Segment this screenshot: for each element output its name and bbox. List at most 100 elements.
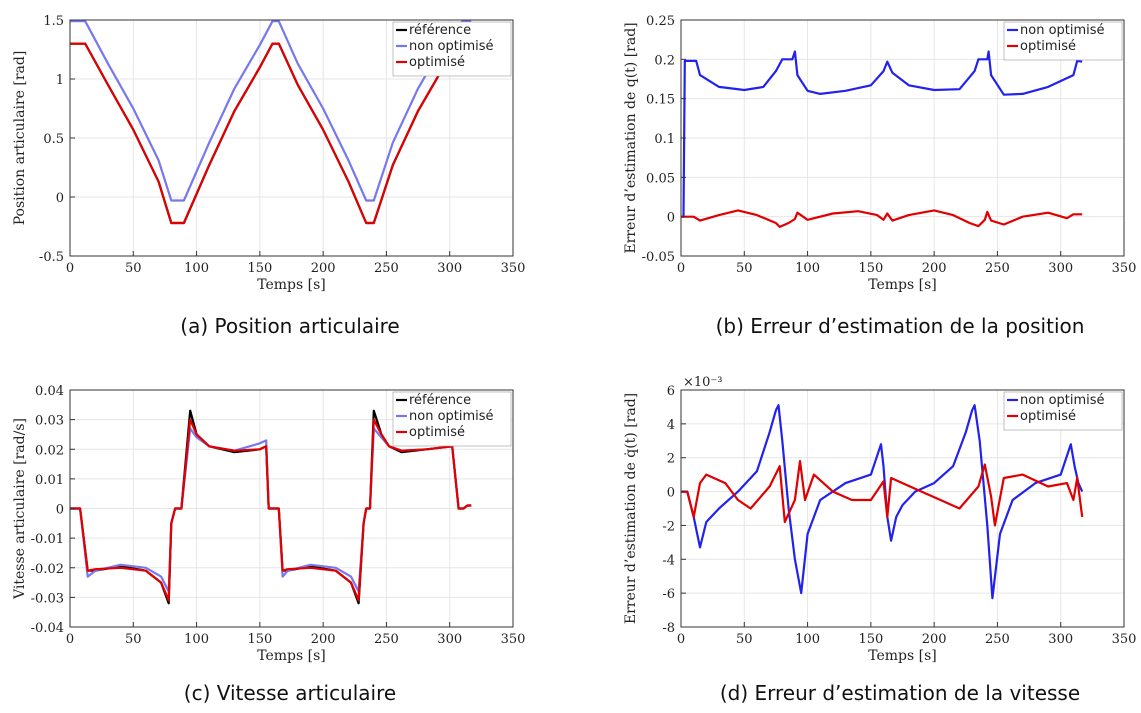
x-tick-label: 50 (125, 261, 142, 276)
y-tick-label: -0.02 (31, 562, 64, 577)
legend-entry: non optimisé (409, 39, 494, 54)
x-tick-label: 150 (247, 632, 272, 647)
legend-entry: non optimisé (409, 409, 494, 424)
figure-caption: (b) Erreur d’estimation de la position (716, 314, 1085, 338)
figure-caption: (a) Position articulaire (180, 314, 399, 338)
y-tick-label: 0 (667, 486, 675, 501)
series-line-optimisé (70, 42, 472, 225)
legend-box (1003, 21, 1123, 61)
y-tick-label: 0.1 (654, 132, 675, 147)
figure-caption: (c) Vitesse articulaire (184, 681, 396, 705)
y-tick-label: -0.01 (31, 532, 64, 547)
x-tick-label: 150 (858, 261, 883, 276)
x-tick-label: 100 (184, 632, 209, 647)
series-line-optimisé (681, 209, 1083, 228)
chart-panel-d: 0 50 100 150 200 250 300 350 -8 -6 -4 -2 0 2 4 6 Temps [… (623, 375, 1136, 705)
series-group (70, 409, 472, 605)
y-axis-label: Erreur d’estimation de q(t) [rad] (623, 22, 639, 253)
y-tick-label: 0.03 (35, 414, 64, 429)
x-tick-label: 300 (437, 261, 462, 276)
x-tick-label: 200 (922, 632, 947, 647)
y-tick-label: -0.03 (31, 591, 64, 606)
figure-caption: (d) Erreur d’estimation de la vitesse (720, 681, 1080, 705)
series-line-non-optimisé (681, 50, 1083, 218)
y-tick-label: -6 (662, 587, 675, 602)
y-tick-label: 0.2 (654, 53, 675, 68)
legend-box (392, 391, 512, 447)
legend-box (392, 21, 512, 77)
y-tick-label: 0.25 (646, 14, 675, 29)
y-tick-label: -4 (662, 553, 675, 568)
x-tick-label: 150 (858, 632, 883, 647)
x-tick-label: 200 (311, 261, 336, 276)
y-multiplier: ×10⁻³ (683, 375, 723, 390)
y-axis-label: Position articulaire [rad] (12, 51, 28, 226)
legend-entry: référence (409, 393, 471, 408)
y-tick-label: -0.05 (642, 250, 675, 265)
y-tick-label: 0 (667, 211, 675, 226)
x-tick-label: 350 (1112, 632, 1137, 647)
series-group (70, 20, 472, 225)
x-tick-label: 0 (677, 632, 685, 647)
x-tick-label: 0 (66, 261, 74, 276)
x-axis-label: Temps [s] (868, 277, 937, 293)
x-tick-label: 250 (985, 632, 1010, 647)
x-tick-label: 200 (311, 632, 336, 647)
series-line-optimisé (681, 460, 1084, 527)
x-tick-label: 350 (501, 261, 526, 276)
series-line-non-optimisé (70, 20, 472, 202)
legend-box (1003, 391, 1123, 431)
y-tick-label: 0 (56, 503, 64, 518)
y-tick-label: 1 (56, 73, 64, 88)
x-tick-label: 300 (1048, 261, 1073, 276)
y-tick-label: 2 (667, 452, 675, 467)
x-tick-label: 350 (501, 632, 526, 647)
legend-entry: non optimisé (1020, 393, 1105, 408)
x-tick-label: 50 (125, 632, 142, 647)
series-group (681, 50, 1083, 228)
x-tick-label: 100 (795, 632, 820, 647)
y-tick-label: 0.5 (43, 132, 64, 147)
x-tick-label: 150 (247, 261, 272, 276)
series-line-optimisé (70, 418, 472, 602)
x-tick-label: 50 (736, 632, 753, 647)
chart-panel-c: 0 50 100 150 200 250 300 350 -0.04 -0.03 -0.02 -0.0… (12, 384, 525, 705)
chart-panel-b: 0 50 100 150 200 250 300 350-0.0500.050.10.150.… (623, 14, 1136, 338)
legend-entry: optimisé (409, 55, 465, 70)
axes-frame (680, 389, 1125, 628)
legend-entry: non optimisé (1020, 23, 1105, 38)
y-tick-label: 0.02 (35, 443, 64, 458)
y-tick-label: -2 (662, 519, 675, 534)
y-tick-label: 1.5 (43, 14, 64, 29)
legend-entry: référence (409, 23, 471, 38)
x-tick-label: 350 (1112, 261, 1137, 276)
legend-entry: optimisé (1020, 409, 1076, 424)
x-tick-label: 300 (1048, 632, 1073, 647)
x-tick-label: 0 (66, 632, 74, 647)
x-tick-label: 200 (922, 261, 947, 276)
y-tick-label: 4 (667, 418, 675, 433)
x-tick-label: 100 (795, 261, 820, 276)
y-tick-label: 0.15 (646, 93, 675, 108)
y-axis-label: Erreur d’estimation de q̇(t) [rad] (623, 393, 639, 624)
x-tick-label: 0 (677, 261, 685, 276)
x-axis-label: Temps [s] (257, 648, 326, 664)
x-tick-label: 50 (736, 261, 753, 276)
legend-entry: optimisé (1020, 39, 1076, 54)
series-group (681, 404, 1084, 600)
x-tick-label: 250 (374, 261, 399, 276)
legend-entry: optimisé (409, 425, 465, 440)
x-axis-label: Temps [s] (868, 648, 937, 664)
y-tick-label: 0.04 (35, 384, 64, 399)
x-tick-label: 100 (184, 261, 209, 276)
x-axis-label: Temps [s] (257, 277, 326, 293)
y-axis-label: Vitesse articulaire [rad/s] (12, 418, 28, 600)
x-tick-label: 250 (374, 632, 399, 647)
y-tick-label: 0 (56, 191, 64, 206)
